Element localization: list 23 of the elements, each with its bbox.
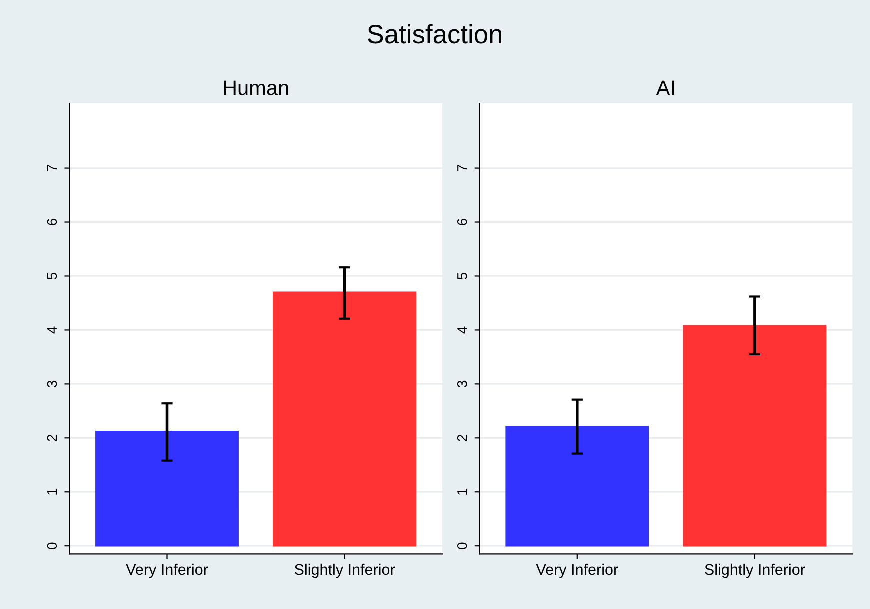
y-tick-label: 5	[47, 272, 58, 280]
x-tick-label: Very Inferior	[536, 564, 618, 578]
y-tick-label: 2	[457, 434, 468, 442]
y-tick-label: 3	[457, 380, 468, 388]
y-tick-label: 6	[47, 219, 58, 226]
y-tick-label: 5	[458, 272, 468, 280]
y-tick-label: 0	[457, 542, 468, 550]
y-tick-label: 7	[47, 165, 57, 172]
chart-title: AI	[656, 80, 674, 96]
y-tick-label: 7	[458, 165, 468, 172]
chart-title: Human	[224, 80, 288, 96]
x-tick-label: Very Inferior	[126, 564, 208, 578]
y-tick-label: 2	[47, 434, 57, 442]
y-tick-label: 1	[458, 488, 468, 495]
y-tick-label: 3	[47, 380, 58, 388]
y-tick-label: 4	[458, 326, 468, 334]
y-tick-label: 6	[457, 219, 468, 226]
y-tick-label: 1	[47, 488, 57, 495]
x-tick-label: Slightly Inferior	[705, 564, 806, 578]
y-tick-label: 4	[47, 326, 57, 334]
y-tick-label: 0	[47, 542, 58, 550]
x-tick-label: Slightly Inferior	[294, 564, 396, 578]
text: Satisfaction	[368, 24, 502, 44]
